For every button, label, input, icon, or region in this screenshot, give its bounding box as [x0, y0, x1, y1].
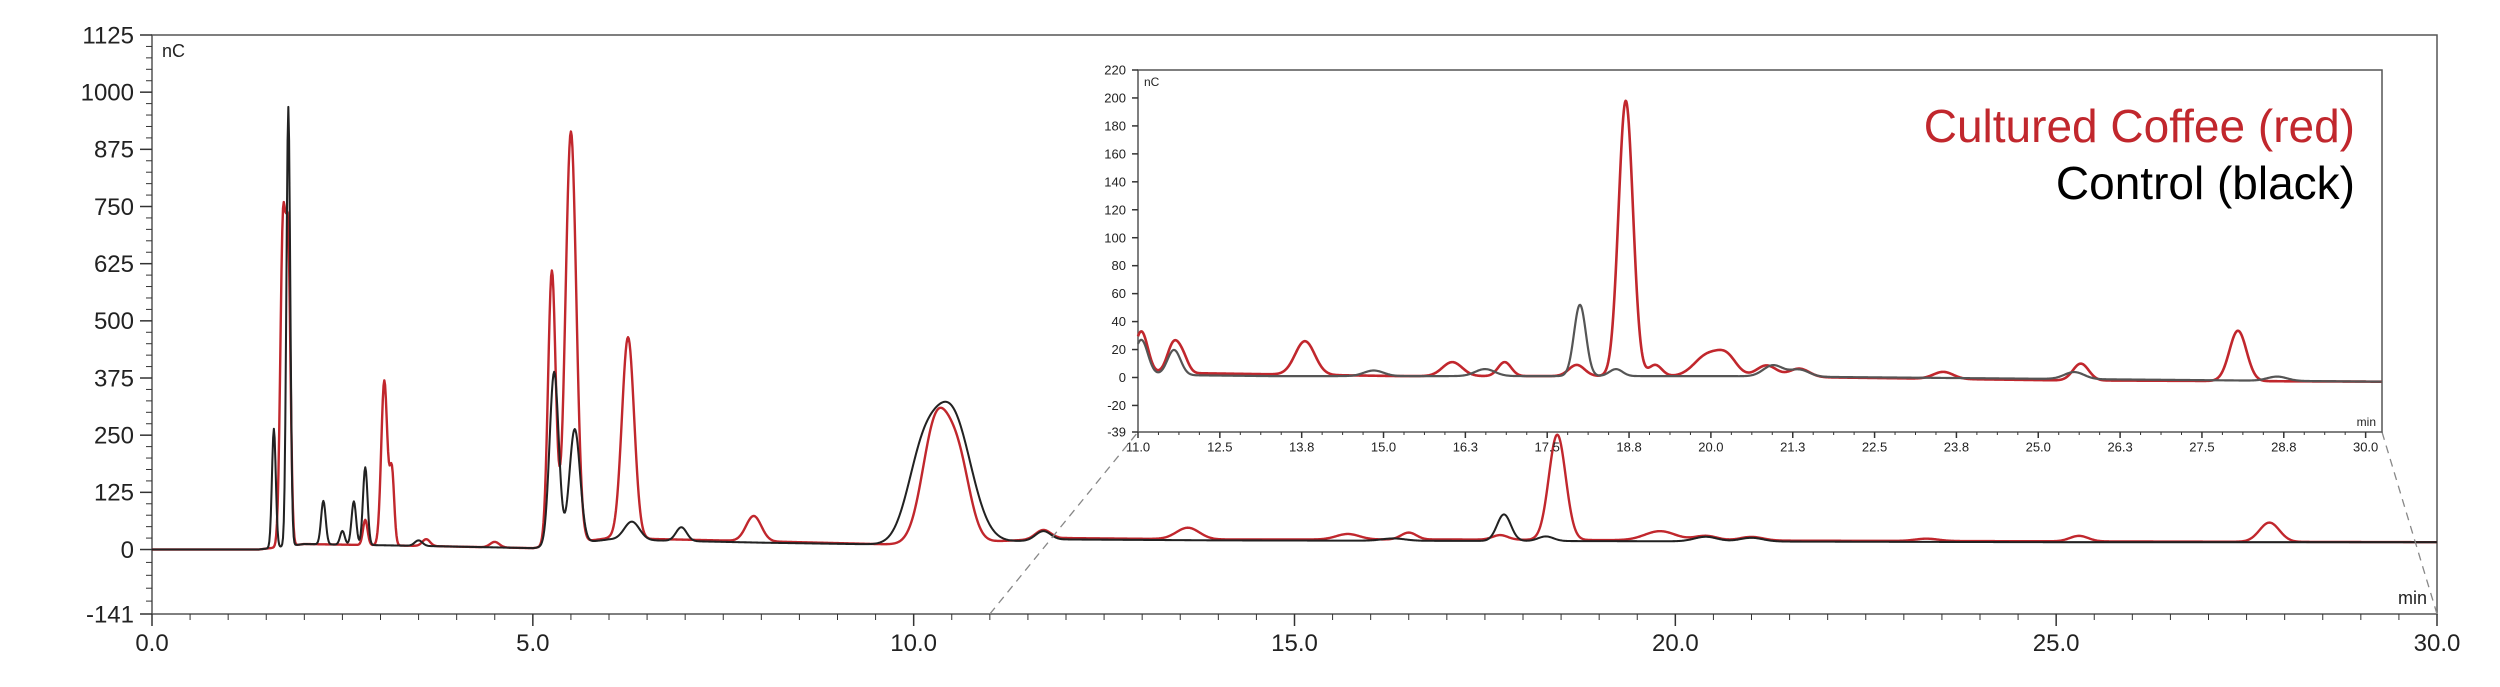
inset-y-tick-label: 100: [1104, 230, 1126, 245]
main-x-tick-label: 0.0: [135, 630, 168, 657]
inset-y-tick-label: 220: [1104, 63, 1126, 78]
inset-y-tick-label: -20: [1107, 398, 1126, 413]
main-y-tick-label: 625: [94, 251, 134, 278]
inset-series-line-2: [1136, 303, 2383, 383]
inset-chart-panel: -39 -20 0 20 40 60 80 100 120 140 160 180 200 220 11.0…: [1104, 63, 2383, 455]
main-x-tick-label: 25.0: [2033, 630, 2080, 657]
main-y-tick-label: 125: [94, 480, 134, 507]
inset-x-unit-label: min: [2357, 415, 2376, 429]
inset-y-tick-label: 20: [1112, 342, 1126, 357]
zoom-connector-left: [989, 431, 1139, 615]
inset-y-tick-label: 160: [1104, 146, 1126, 161]
inset-x-tick-label: 30.0: [2353, 440, 2378, 455]
inset-x-tick-label: 18.8: [1616, 440, 1641, 455]
inset-y-tick-label: -39: [1107, 425, 1126, 440]
legend: Cultured Coffee (red) Control (black): [1924, 100, 2355, 209]
inset-y-tick-label: 80: [1112, 258, 1126, 273]
main-x-tick-label: 10.0: [890, 630, 937, 657]
inset-x-tick-label: 17.5: [1535, 440, 1560, 455]
main-y-tick-label: 1000: [81, 80, 134, 107]
main-y-tick-label: 250: [94, 423, 134, 450]
inset-x-tick-label: 28.8: [2271, 440, 2296, 455]
inset-y-tick-label: 120: [1104, 202, 1126, 217]
inset-y-tick-label: 60: [1112, 286, 1126, 301]
legend-entry-control: Control (black): [2056, 157, 2355, 209]
inset-y-tick-label: 0: [1119, 370, 1126, 385]
inset-x-tick-label: 11.0: [1126, 440, 1150, 455]
inset-x-tick-label: 26.3: [2107, 440, 2132, 455]
inset-y-tick-label: 200: [1104, 91, 1126, 106]
zoom-connector-right: [2381, 431, 2438, 615]
inset-x-tick-label: 20.0: [1698, 440, 1723, 455]
main-x-tick-label: 15.0: [1271, 630, 1318, 657]
main-y-tick-label: 875: [94, 137, 134, 164]
inset-x-tick-label: 15.0: [1371, 440, 1396, 455]
main-series-line-2: [151, 105, 2438, 551]
inset-x-tick-label: 12.5: [1207, 440, 1232, 455]
main-x-tick-label: 20.0: [1652, 630, 1699, 657]
inset-x-tick-label: 25.0: [2026, 440, 2051, 455]
main-y-tick-label: 1125: [82, 22, 134, 49]
inset-y-unit-label: nC: [1144, 75, 1160, 89]
inset-y-tick-label: 40: [1112, 314, 1126, 329]
main-y-tick-label: 500: [94, 308, 134, 335]
inset-x-tick-label: 21.3: [1780, 440, 1805, 455]
zoom-connector-lines: [989, 431, 2438, 615]
main-y-tick-label: -141: [86, 601, 134, 628]
main-y-tick-label: 0: [121, 537, 134, 564]
inset-x-tick-label: 16.3: [1453, 440, 1478, 455]
main-y-tick-label: 750: [94, 194, 134, 221]
inset-y-tick-label: 140: [1104, 174, 1126, 189]
inset-y-tick-label: 180: [1104, 118, 1126, 133]
inset-x-tick-label: 22.5: [1862, 440, 1887, 455]
inset-x-tick-label: 27.5: [2189, 440, 2214, 455]
main-y-tick-label: 375: [94, 365, 134, 392]
main-x-unit-label: min: [2398, 588, 2427, 608]
inset-x-tick-label: 13.8: [1289, 440, 1314, 455]
legend-entry-cultured-coffee: Cultured Coffee (red): [1924, 100, 2355, 152]
main-y-unit-label: nC: [162, 41, 185, 61]
inset-x-tick-label: 23.8: [1944, 440, 1969, 455]
main-x-tick-label: 30.0: [2414, 630, 2461, 657]
main-x-tick-label: 5.0: [516, 630, 549, 657]
